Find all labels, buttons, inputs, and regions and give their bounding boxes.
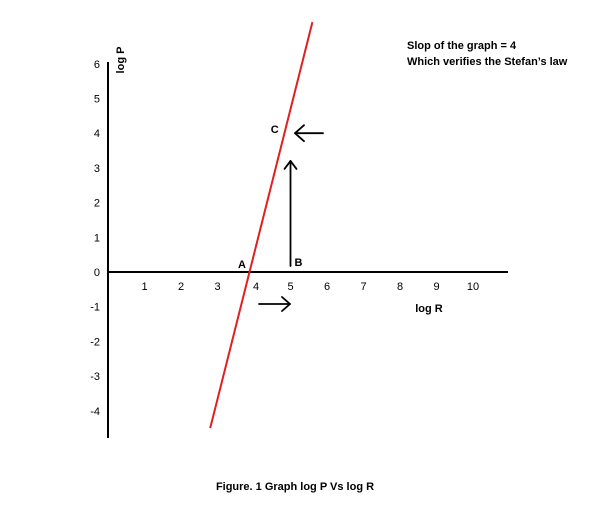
y-tick-label: 6 bbox=[94, 59, 100, 71]
point-label-b: B bbox=[295, 257, 303, 269]
y-tick-label: 1 bbox=[94, 232, 100, 244]
slope-note: Slop of the graph = 4 bbox=[407, 40, 517, 52]
point-label-a: A bbox=[238, 259, 246, 271]
y-tick-label: -1 bbox=[90, 302, 100, 314]
y-tick-label: -4 bbox=[90, 406, 100, 418]
x-tick-label: 10 bbox=[467, 281, 479, 293]
x-tick-label: 7 bbox=[360, 281, 366, 293]
y-tick-label: 0 bbox=[94, 267, 100, 279]
y-tick-label: 2 bbox=[94, 198, 100, 210]
y-tick-label: 3 bbox=[94, 163, 100, 175]
series-line bbox=[210, 22, 312, 428]
figure-caption: Figure. 1 Graph log P Vs log R bbox=[216, 481, 374, 493]
x-axis-title: log R bbox=[415, 303, 443, 315]
x-tick-label: 8 bbox=[397, 281, 403, 293]
y-tick-label: 5 bbox=[94, 94, 100, 106]
verification-note: Which verifies the Stefan’s law bbox=[407, 56, 568, 68]
point-label-c: C bbox=[271, 124, 279, 136]
x-tick-label: 3 bbox=[214, 281, 220, 293]
x-tick-label: 1 bbox=[141, 281, 147, 293]
x-tick-label: 9 bbox=[433, 281, 439, 293]
series bbox=[210, 22, 312, 428]
axes bbox=[108, 62, 508, 438]
y-axis-title: log P bbox=[115, 47, 127, 74]
y-tick-label: -2 bbox=[90, 336, 100, 348]
x-tick-label: 5 bbox=[287, 281, 293, 293]
y-tick-label: -3 bbox=[90, 371, 100, 383]
x-tick-label: 2 bbox=[178, 281, 184, 293]
y-tick-label: 4 bbox=[94, 128, 100, 140]
x-tick-label: 4 bbox=[253, 281, 259, 293]
x-tick-label: 6 bbox=[324, 281, 330, 293]
